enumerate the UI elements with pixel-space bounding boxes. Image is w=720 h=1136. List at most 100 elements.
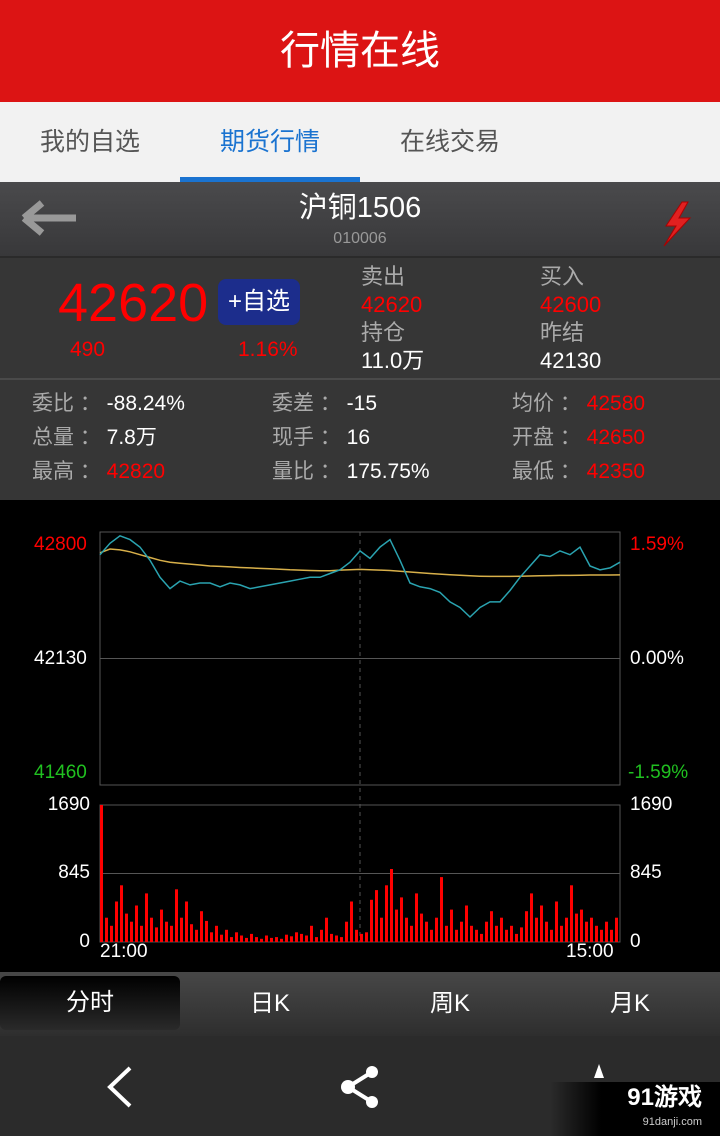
volume-bar	[395, 909, 398, 942]
volume-bar	[330, 933, 333, 942]
tab-monthly-k[interactable]: 月K	[609, 990, 650, 1017]
instrument-header: 沪铜1506 010006	[0, 182, 720, 258]
volume-bar	[405, 917, 408, 942]
volume-bar	[355, 929, 358, 942]
stat-label: 委差	[272, 392, 314, 415]
vol-axis-left-mid: 845	[58, 862, 90, 883]
volume-bar	[275, 937, 278, 942]
stat-value: -15	[346, 392, 378, 415]
stat-value: 42820	[106, 460, 166, 483]
time-start: 21:00	[100, 941, 148, 962]
stat-colon: ：	[314, 426, 347, 449]
stat-label: 开盘	[512, 426, 554, 449]
stat-item: 委差 ： -15	[272, 392, 377, 416]
time-end: 15:00	[566, 941, 614, 962]
intraday-chart[interactable]: 42800 42130 41460 1.59% 0.00% -1.59% 169…	[0, 500, 720, 972]
volume-bar	[465, 905, 468, 942]
volume-bar	[290, 936, 293, 942]
price-line	[99, 534, 621, 619]
volume-bar	[420, 913, 423, 942]
open-interest: 11.0万	[361, 348, 425, 373]
vol-axis-right-mid: 845	[630, 862, 662, 883]
star-icon[interactable]	[584, 1064, 614, 1084]
volume-bar	[110, 925, 113, 942]
add-watch-button[interactable]: +自选	[218, 279, 300, 325]
vol-axis-left-bottom: 0	[79, 931, 90, 952]
volume-bar	[250, 933, 253, 942]
divider	[0, 378, 720, 380]
volume-bar	[325, 917, 328, 942]
volume-bar	[410, 925, 413, 942]
stat-value: -88.24%	[106, 392, 185, 415]
volume-bar	[125, 913, 128, 942]
chart-svg	[99, 531, 621, 943]
volume-bar	[580, 909, 583, 942]
volume-bar	[520, 927, 523, 942]
volume-bar	[310, 925, 313, 942]
back-arrow-icon[interactable]	[20, 198, 78, 238]
volume-bar	[495, 925, 498, 942]
stat-label: 均价	[512, 392, 554, 415]
volume-bar	[120, 885, 123, 942]
volume-bar	[555, 901, 558, 942]
tab-watchlist[interactable]: 我的自选	[39, 128, 140, 156]
lightning-icon[interactable]	[658, 200, 694, 248]
volume-bar	[140, 925, 143, 942]
tab-futures-quotes[interactable]: 期货行情	[180, 102, 360, 182]
volume-bar	[500, 917, 503, 942]
stat-label: 总量	[32, 426, 74, 449]
volume-bar	[280, 938, 283, 942]
tab-daily-k[interactable]: 日K	[249, 990, 290, 1017]
watermark-brand: 91游戏	[627, 1084, 702, 1111]
stat-label: 最低	[512, 460, 554, 483]
volume-bar	[335, 935, 338, 942]
share-icon[interactable]	[338, 1064, 382, 1110]
volume-bar	[485, 921, 488, 942]
vol-axis-right-bottom: 0	[630, 931, 641, 952]
volume-bar	[425, 921, 428, 942]
price-axis-mid: 42130	[34, 648, 87, 669]
volume-bar	[235, 932, 238, 942]
price-change-pct: 1.16%	[238, 338, 298, 361]
sell-price: 42620	[361, 292, 423, 317]
volume-bar	[345, 921, 348, 942]
pct-axis-mid: 0.00%	[630, 648, 684, 669]
volume-bar	[210, 932, 213, 942]
volume-bar	[160, 909, 163, 942]
tab-online-trading[interactable]: 在线交易	[399, 128, 500, 156]
volume-bar	[455, 929, 458, 942]
volume-bar	[320, 929, 323, 942]
volume-bar	[215, 925, 218, 942]
volume-bar	[195, 929, 198, 942]
volume-bar	[440, 877, 443, 942]
watermark: 91游戏 91danji.com	[550, 1082, 720, 1136]
stat-colon: ：	[314, 460, 347, 483]
stat-item: 委比 ： -88.24%	[32, 392, 185, 416]
stat-item: 现手 ： 16	[272, 426, 370, 450]
back-chevron-icon[interactable]	[104, 1066, 138, 1108]
volume-bar	[545, 921, 548, 942]
tab-weekly-k[interactable]: 周K	[429, 990, 470, 1017]
volume-bar	[265, 935, 268, 942]
volume-bar	[605, 921, 608, 942]
volume-bar	[130, 921, 133, 942]
volume-bar	[135, 905, 138, 942]
app-title: 行情在线	[280, 29, 440, 73]
volume-bar	[220, 934, 223, 942]
volume-bar	[240, 935, 243, 942]
volume-bar	[340, 937, 343, 942]
volume-bar	[550, 929, 553, 942]
volume-bar	[105, 917, 108, 942]
volume-bar	[380, 917, 383, 942]
volume-bar	[260, 938, 263, 942]
volume-bar	[300, 933, 303, 942]
app-title-bar: 行情在线	[0, 0, 720, 102]
volume-bar	[145, 893, 148, 942]
watermark-url: 91danji.com	[642, 1116, 702, 1128]
volume-bar	[245, 937, 248, 942]
stat-value: 42650	[586, 426, 646, 449]
last-price: 42620	[58, 273, 209, 333]
tab-intraday[interactable]: 分时	[0, 976, 180, 1030]
volume-bar	[530, 893, 533, 942]
volume-bar	[370, 899, 373, 942]
